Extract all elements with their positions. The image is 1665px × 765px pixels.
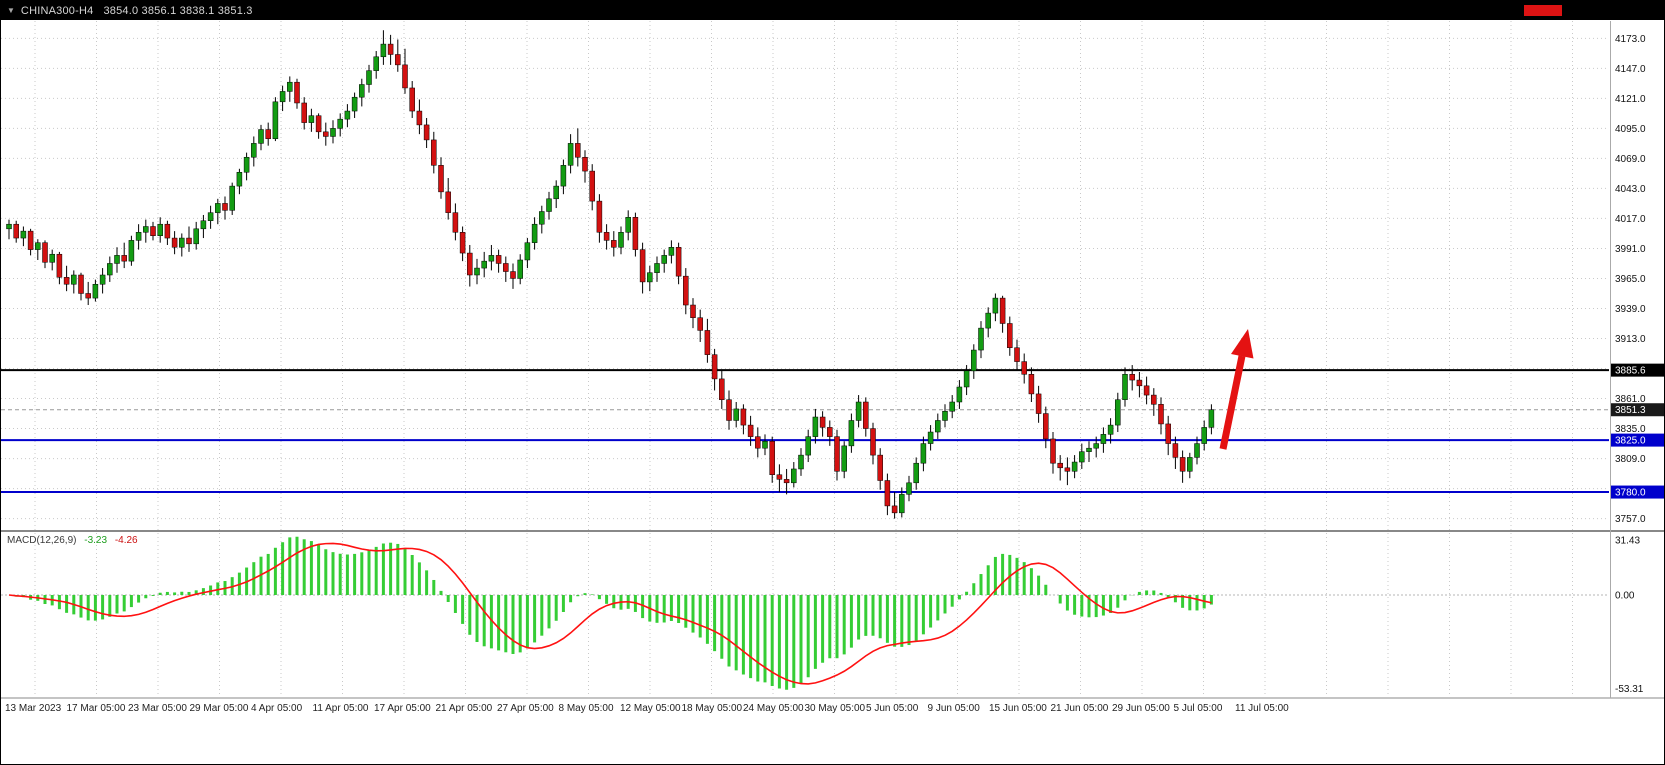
svg-text:30 May 05:00: 30 May 05:00	[805, 703, 866, 714]
svg-text:5 Jul 05:00: 5 Jul 05:00	[1174, 703, 1223, 714]
svg-text:3939.0: 3939.0	[1615, 304, 1646, 315]
svg-text:17 Mar 05:00: 17 Mar 05:00	[67, 703, 126, 714]
symbol-title: CHINA300-H4	[20, 4, 94, 17]
svg-text:18 May 05:00: 18 May 05:00	[682, 703, 743, 714]
svg-text:21 Apr 05:00: 21 Apr 05:00	[436, 703, 493, 714]
svg-text:5 Jun 05:00: 5 Jun 05:00	[866, 703, 919, 714]
svg-text:3825.0: 3825.0	[1615, 436, 1646, 447]
svg-text:3885.6: 3885.6	[1615, 366, 1646, 377]
macd-panel-label: MACD(12,26,9) -3.23 -4.26	[7, 535, 138, 546]
svg-text:3835.0: 3835.0	[1615, 424, 1646, 435]
svg-text:4 Apr 05:00: 4 Apr 05:00	[251, 703, 303, 714]
svg-text:4043.0: 4043.0	[1615, 184, 1646, 195]
svg-text:3991.0: 3991.0	[1615, 244, 1646, 255]
macd-indicator-name: MACD(12,26,9)	[7, 535, 77, 546]
svg-text:4017.0: 4017.0	[1615, 214, 1646, 225]
svg-text:3965.0: 3965.0	[1615, 274, 1646, 285]
svg-text:4121.0: 4121.0	[1615, 94, 1646, 105]
svg-text:0.00: 0.00	[1615, 591, 1635, 602]
svg-text:-53.31: -53.31	[1615, 684, 1644, 695]
svg-text:11 Jul 05:00: 11 Jul 05:00	[1235, 703, 1289, 714]
svg-text:31.43: 31.43	[1615, 535, 1640, 546]
svg-text:23 Mar 05:00: 23 Mar 05:00	[128, 703, 187, 714]
svg-text:29 Mar 05:00: 29 Mar 05:00	[190, 703, 249, 714]
svg-text:8 May 05:00: 8 May 05:00	[559, 703, 614, 714]
svg-text:15 Jun 05:00: 15 Jun 05:00	[989, 703, 1047, 714]
chevron-down-icon[interactable]: ▼	[7, 6, 15, 15]
svg-text:3861.0: 3861.0	[1615, 394, 1646, 405]
svg-text:17 Apr 05:00: 17 Apr 05:00	[374, 703, 431, 714]
svg-text:27 Apr 05:00: 27 Apr 05:00	[497, 703, 554, 714]
svg-text:29 Jun 05:00: 29 Jun 05:00	[1112, 703, 1170, 714]
svg-text:3780.0: 3780.0	[1615, 488, 1646, 499]
svg-text:9 Jun 05:00: 9 Jun 05:00	[928, 703, 981, 714]
svg-text:4173.0: 4173.0	[1615, 34, 1646, 45]
ohlc-values: 3854.0 3856.1 3838.1 3851.3	[103, 4, 253, 17]
svg-text:24 May 05:00: 24 May 05:00	[743, 703, 804, 714]
svg-text:13 Mar 2023: 13 Mar 2023	[5, 703, 62, 714]
svg-text:3913.0: 3913.0	[1615, 334, 1646, 345]
macd-signal-value: -4.26	[114, 535, 138, 546]
svg-text:4147.0: 4147.0	[1615, 64, 1646, 75]
macd-histogram-value: -3.23	[84, 535, 108, 546]
svg-text:4095.0: 4095.0	[1615, 124, 1646, 135]
svg-text:21 Jun 05:00: 21 Jun 05:00	[1051, 703, 1109, 714]
svg-text:3851.3: 3851.3	[1615, 405, 1646, 416]
svg-text:3757.0: 3757.0	[1615, 514, 1646, 525]
svg-text:4069.0: 4069.0	[1615, 154, 1646, 165]
svg-text:12 May 05:00: 12 May 05:00	[620, 703, 681, 714]
title-bar: ▼ CHINA300-H4 3854.0 3856.1 3838.1 3851.…	[1, 1, 1664, 20]
svg-text:3809.0: 3809.0	[1615, 454, 1646, 465]
svg-text:11 Apr 05:00: 11 Apr 05:00	[313, 703, 369, 714]
red-badge	[1524, 5, 1562, 16]
